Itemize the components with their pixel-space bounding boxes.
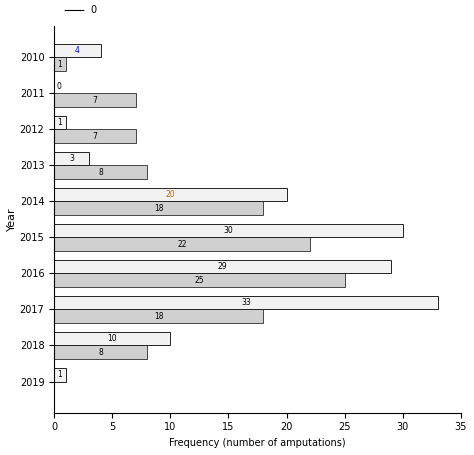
- Text: 10: 10: [108, 334, 117, 343]
- Text: 1: 1: [58, 118, 63, 127]
- Text: 30: 30: [224, 226, 233, 235]
- Bar: [54, 152, 89, 165]
- Text: 7: 7: [92, 96, 97, 105]
- Text: 33: 33: [241, 298, 251, 307]
- Bar: [54, 273, 345, 287]
- Text: 8: 8: [98, 348, 103, 357]
- Text: 18: 18: [154, 204, 164, 212]
- Bar: [54, 296, 438, 309]
- Bar: [54, 165, 147, 179]
- Bar: [54, 260, 391, 273]
- Text: 3: 3: [69, 154, 74, 163]
- Text: 25: 25: [195, 276, 204, 285]
- Text: 1: 1: [58, 370, 63, 379]
- Bar: [54, 224, 403, 238]
- Text: 8: 8: [98, 168, 103, 177]
- Bar: [54, 309, 264, 323]
- Bar: [54, 116, 66, 129]
- Text: 22: 22: [177, 240, 187, 249]
- Text: 0: 0: [56, 82, 61, 91]
- Text: 29: 29: [218, 262, 228, 271]
- Y-axis label: Year: Year: [7, 207, 17, 231]
- Bar: [54, 345, 147, 359]
- Bar: [54, 368, 66, 381]
- Bar: [54, 187, 287, 202]
- Bar: [54, 57, 66, 71]
- Bar: [54, 129, 136, 143]
- Bar: [54, 332, 170, 345]
- Text: 1: 1: [58, 60, 63, 69]
- Text: 0: 0: [91, 5, 97, 15]
- X-axis label: Frequency (number of amputations): Frequency (number of amputations): [169, 438, 346, 448]
- Text: 20: 20: [165, 190, 175, 199]
- Text: 18: 18: [154, 312, 164, 321]
- Bar: [54, 93, 136, 107]
- Text: 7: 7: [92, 131, 97, 141]
- Bar: [54, 202, 264, 215]
- Bar: [54, 44, 100, 57]
- Bar: [54, 238, 310, 251]
- Text: 4: 4: [75, 46, 80, 55]
